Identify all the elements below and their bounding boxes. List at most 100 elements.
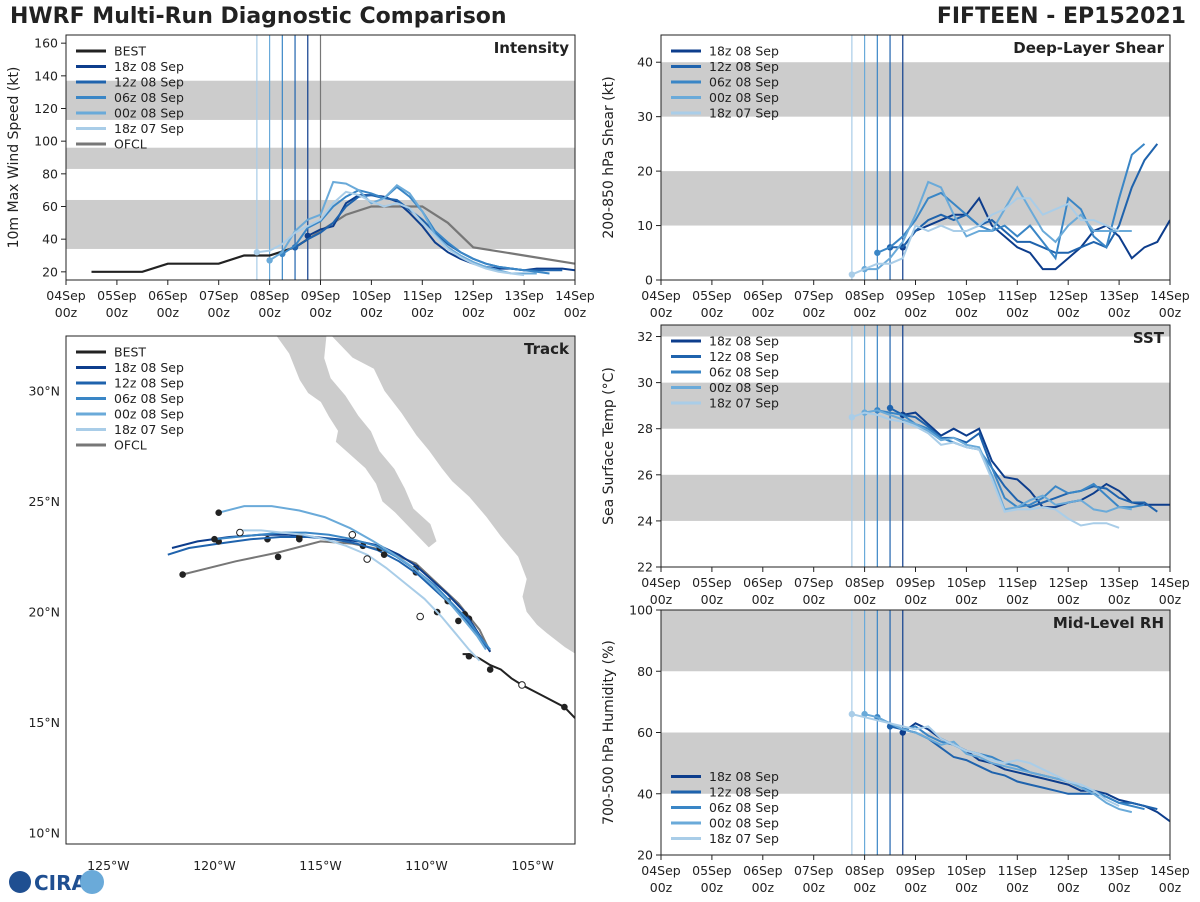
x-tick-label: 00z	[207, 305, 230, 320]
y-tick-label: 40	[637, 55, 653, 70]
series-line	[890, 143, 1159, 254]
x-tick-label: 09Sep	[301, 288, 341, 303]
x-axis: 125°W 120°W 115°W 110°W 105°W	[87, 858, 554, 873]
x-tick-label: 09Sep	[896, 575, 936, 590]
legend-label: 06z 08 Sep	[709, 365, 779, 380]
x-tick-label: 12Sep	[1048, 288, 1088, 303]
track-line	[239, 529, 481, 662]
y-tick-label: 120	[34, 101, 58, 116]
y-tick-label: 20	[637, 164, 653, 179]
x-tick-label: 10Sep	[947, 575, 987, 590]
x-tick-label: 00z	[955, 592, 978, 607]
x-tick-label: 00z	[1057, 592, 1080, 607]
logo-text: CIRA	[34, 871, 88, 895]
legend-label: 00z 08 Sep	[114, 407, 184, 422]
y-tick-label: 30	[637, 375, 653, 390]
axes-frame	[660, 34, 1171, 281]
y-tick-label: 140	[34, 68, 58, 83]
band-0	[661, 732, 1170, 794]
series-line	[864, 180, 1132, 271]
y-tick-label: 40	[42, 232, 58, 247]
init-marker	[899, 729, 906, 736]
x-tick-label: 00z	[1108, 305, 1131, 320]
x-tick-label: 11Sep	[403, 288, 443, 303]
y-tick-label: 0	[645, 273, 653, 288]
y-tick-label: 10	[637, 218, 653, 233]
x-tick-label: 11Sep	[998, 863, 1038, 878]
x-tick-label: 00z	[701, 880, 724, 895]
track-line	[182, 540, 492, 653]
plot-area-shear	[661, 35, 1170, 280]
x-tick-label: 00z	[701, 592, 724, 607]
x-tick-label: 00z	[904, 305, 927, 320]
storm-id: FIFTEEN - EP152021	[936, 4, 1186, 29]
y-tick-label: 15°N	[28, 715, 60, 730]
y-tick-label: 28	[637, 421, 653, 436]
band-1	[661, 610, 1170, 672]
x-tick-label: 00z	[701, 305, 724, 320]
track-marker-open	[363, 555, 371, 563]
legend-label: 12z 08 Sep	[709, 59, 779, 74]
axes-frame	[660, 324, 1171, 568]
x-tick-label: 00z	[802, 592, 825, 607]
y-axis-label: 700-500 hPa Humidity (%)	[601, 640, 617, 825]
x-tick-label: 105°W	[511, 858, 553, 873]
panel-track: 125°W 120°W 115°W 110°W 105°W 10°N 15°N 20°N 25°…	[28, 335, 576, 873]
y-axis-label: Sea Surface Temp (°C)	[601, 367, 617, 525]
x-tick-label: 00z	[1006, 880, 1029, 895]
cira-logo-graphic: CIRA	[9, 870, 104, 895]
legend-label: 06z 08 Sep	[114, 90, 184, 105]
series-line	[876, 716, 1145, 811]
y-tick-label: 160	[34, 36, 58, 51]
init-marker	[253, 249, 261, 256]
x-tick-label: 00z	[157, 305, 180, 320]
axes-frame	[660, 609, 1171, 856]
x-tick-label: 13Sep	[1099, 288, 1139, 303]
x-tick-label: 00z	[853, 305, 876, 320]
track-marker-filled	[486, 666, 494, 673]
panel-rh: 04Sep 00z 05Sep 00z 06Sep 00z 07Sep 00z 08Sep 00z…	[601, 603, 1190, 896]
init-marker	[848, 271, 856, 278]
y-axis: 20 40 60 80 100 120 140 160	[34, 36, 66, 279]
x-tick-label: 05Sep	[692, 863, 732, 878]
x-tick-label: 00z	[904, 880, 927, 895]
x-tick-label: 00z	[650, 880, 673, 895]
panel-title: Deep-Layer Shear	[1013, 39, 1164, 57]
y-tick-label: 40	[637, 786, 653, 801]
band-0	[661, 171, 1170, 226]
x-tick-label: 00z	[258, 305, 281, 320]
x-axis: 04Sep 00z 05Sep 00z 06Sep 00z 07Sep 00z 08Sep 00z…	[641, 280, 1190, 320]
legend-label: 18z 08 Sep	[114, 360, 184, 375]
legend-label: OFCL	[114, 438, 147, 453]
legend-label: 18z 08 Sep	[114, 59, 184, 74]
y-tick-label: 24	[637, 513, 653, 528]
y-axis: 10°N 15°N 20°N 25°N 30°N	[28, 384, 60, 841]
legend-label: OFCL	[114, 137, 147, 152]
panel-sst: 04Sep 00z 05Sep 00z 06Sep 00z 07Sep 00z 08Sep 00z…	[601, 324, 1190, 607]
series-line	[256, 190, 525, 277]
x-tick-label: 07Sep	[794, 288, 834, 303]
series-line	[876, 143, 1146, 261]
band-1	[661, 382, 1170, 429]
x-tick-label: 00z	[650, 592, 673, 607]
track-marker-filled	[455, 617, 462, 625]
x-tick-label: 00z	[752, 305, 775, 320]
init-marker	[848, 413, 856, 421]
x-tick-label: 10Sep	[947, 288, 987, 303]
legend-label: 18z 08 Sep	[709, 44, 779, 59]
x-axis: 04Sep 00z 05Sep 00z 06Sep 00z 07Sep 00z 08Sep 00z…	[46, 280, 595, 320]
y-axis: 0 10 20 30 40	[637, 55, 661, 288]
legend-label: 18z 07 Sep	[709, 831, 779, 846]
y-tick-label: 20	[637, 848, 653, 863]
legend-label: 18z 07 Sep	[709, 106, 779, 121]
y-axis: 20 40 60 80 100	[629, 603, 661, 863]
x-tick-label: 08Sep	[250, 288, 290, 303]
x-tick-label: 00z	[904, 592, 927, 607]
y-tick-label: 80	[637, 664, 653, 679]
legend-label: 12z 08 Sep	[709, 785, 779, 800]
axes-frame	[65, 335, 576, 845]
track-marker-filled	[211, 535, 218, 543]
track-marker-filled	[215, 509, 222, 516]
